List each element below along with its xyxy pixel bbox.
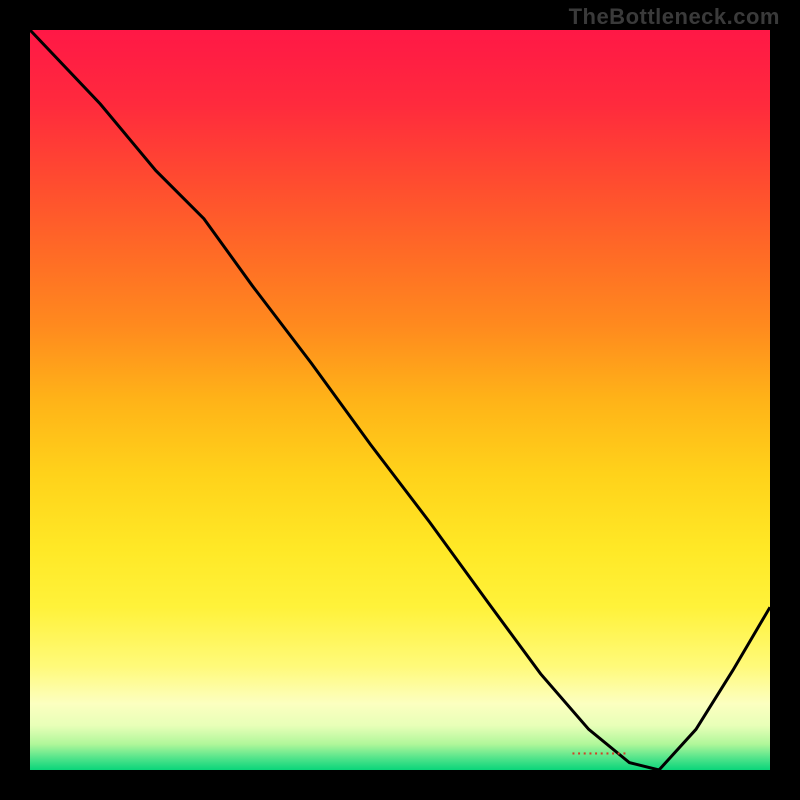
minimum-marker-label: ·········· xyxy=(571,745,628,761)
plot-curve xyxy=(30,30,770,770)
watermark-text: TheBottleneck.com xyxy=(569,4,780,30)
chart-container: TheBottleneck.com ·········· xyxy=(0,0,800,800)
plot-area: ·········· xyxy=(30,30,770,770)
